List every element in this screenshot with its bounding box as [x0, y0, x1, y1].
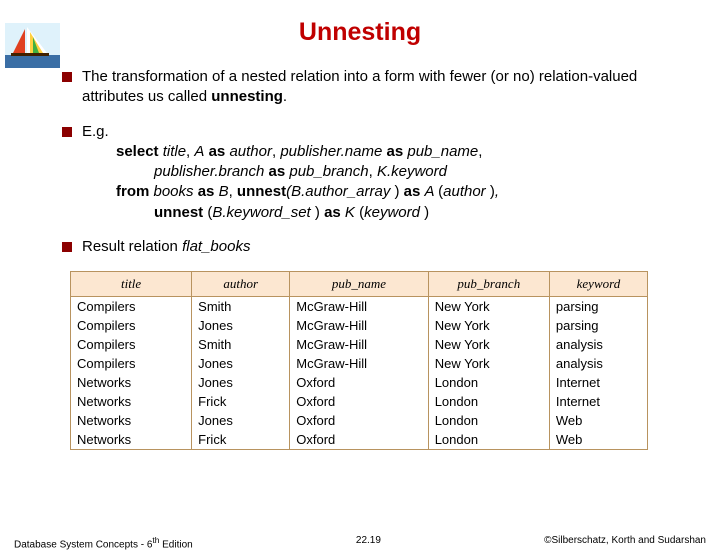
bullet-marker: [62, 242, 72, 252]
table-row: CompilersJonesMcGraw-HillNew Yorkparsing: [71, 316, 648, 335]
table-cell: Compilers: [71, 354, 192, 373]
table-cell: analysis: [549, 354, 647, 373]
table-cell: Networks: [71, 411, 192, 430]
table-cell: Frick: [192, 430, 290, 450]
bullet-item: Result relation flat_books: [62, 237, 672, 257]
table-cell: Jones: [192, 354, 290, 373]
footer-right: ©Silberschatz, Korth and Sudarshan: [544, 535, 706, 550]
bullet-marker: [62, 127, 72, 137]
table-row: CompilersSmithMcGraw-HillNew Yorkanalysi…: [71, 335, 648, 354]
table-cell: Jones: [192, 316, 290, 335]
footer: Database System Concepts - 6th Edition 2…: [0, 535, 720, 550]
bullet-line: unnest (B.keyword_set ) as K (keyword ): [82, 203, 672, 223]
flat-books-table: titleauthorpub_namepub_branchkeyword Com…: [70, 271, 648, 450]
table-cell: McGraw-Hill: [290, 354, 428, 373]
bullet-line: publisher.branch as pub_branch, K.keywor…: [82, 162, 672, 182]
bullet-text: Result relation flat_books: [82, 237, 672, 257]
table-cell: Internet: [549, 392, 647, 411]
table-cell: Frick: [192, 392, 290, 411]
table-cell: McGraw-Hill: [290, 316, 428, 335]
table-cell: Compilers: [71, 297, 192, 317]
table-header-cell: pub_name: [290, 272, 428, 297]
table-header-cell: keyword: [549, 272, 647, 297]
table-cell: parsing: [549, 297, 647, 317]
table-row: NetworksFrickOxfordLondonInternet: [71, 392, 648, 411]
table-cell: Networks: [71, 430, 192, 450]
table-cell: Internet: [549, 373, 647, 392]
bullet-marker: [62, 72, 72, 82]
bullet-item: E.g. select title, A as author, publisher…: [62, 122, 672, 223]
bullet-line: E.g.: [82, 123, 109, 140]
table-cell: Networks: [71, 392, 192, 411]
content-area: The transformation of a nested relation …: [0, 67, 720, 257]
table-cell: Compilers: [71, 316, 192, 335]
table-cell: New York: [428, 335, 549, 354]
table-header-cell: author: [192, 272, 290, 297]
bullet-line: select title, A as author, publisher.nam…: [82, 142, 672, 162]
table-cell: Networks: [71, 373, 192, 392]
table-cell: Oxford: [290, 430, 428, 450]
bullet-line: from books as B, unnest(B.author_array )…: [82, 182, 672, 202]
table-cell: Jones: [192, 373, 290, 392]
table-cell: London: [428, 411, 549, 430]
table-cell: Oxford: [290, 411, 428, 430]
table-cell: McGraw-Hill: [290, 335, 428, 354]
table-cell: McGraw-Hill: [290, 297, 428, 317]
table-row: CompilersSmithMcGraw-HillNew Yorkparsing: [71, 297, 648, 317]
bullet-text: The transformation of a nested relation …: [82, 67, 672, 108]
table-row: NetworksJonesOxfordLondonInternet: [71, 373, 648, 392]
sailboat-logo: [5, 23, 60, 68]
table-cell: New York: [428, 316, 549, 335]
slide-title: Unnesting: [0, 18, 720, 47]
bullet-line: Result relation flat_books: [82, 238, 250, 255]
footer-center: 22.19: [193, 535, 544, 550]
table-cell: Compilers: [71, 335, 192, 354]
table-cell: Web: [549, 411, 647, 430]
table-cell: New York: [428, 354, 549, 373]
table-cell: London: [428, 373, 549, 392]
table-cell: Oxford: [290, 373, 428, 392]
table-cell: Web: [549, 430, 647, 450]
table-cell: Jones: [192, 411, 290, 430]
table-cell: New York: [428, 297, 549, 317]
table-cell: Smith: [192, 335, 290, 354]
table-header-cell: title: [71, 272, 192, 297]
result-table-wrap: titleauthorpub_namepub_branchkeyword Com…: [70, 271, 648, 450]
table-row: NetworksFrickOxfordLondonWeb: [71, 430, 648, 450]
bullet-line: The transformation of a nested relation …: [82, 68, 637, 105]
table-cell: parsing: [549, 316, 647, 335]
table-cell: Smith: [192, 297, 290, 317]
table-cell: Oxford: [290, 392, 428, 411]
table-cell: London: [428, 430, 549, 450]
table-cell: London: [428, 392, 549, 411]
bullet-item: The transformation of a nested relation …: [62, 67, 672, 108]
table-row: CompilersJonesMcGraw-HillNew Yorkanalysi…: [71, 354, 648, 373]
bullet-text: E.g. select title, A as author, publisher…: [82, 122, 672, 223]
footer-left: Database System Concepts - 6th Edition: [14, 535, 193, 550]
table-cell: analysis: [549, 335, 647, 354]
table-row: NetworksJonesOxfordLondonWeb: [71, 411, 648, 430]
table-header-cell: pub_branch: [428, 272, 549, 297]
